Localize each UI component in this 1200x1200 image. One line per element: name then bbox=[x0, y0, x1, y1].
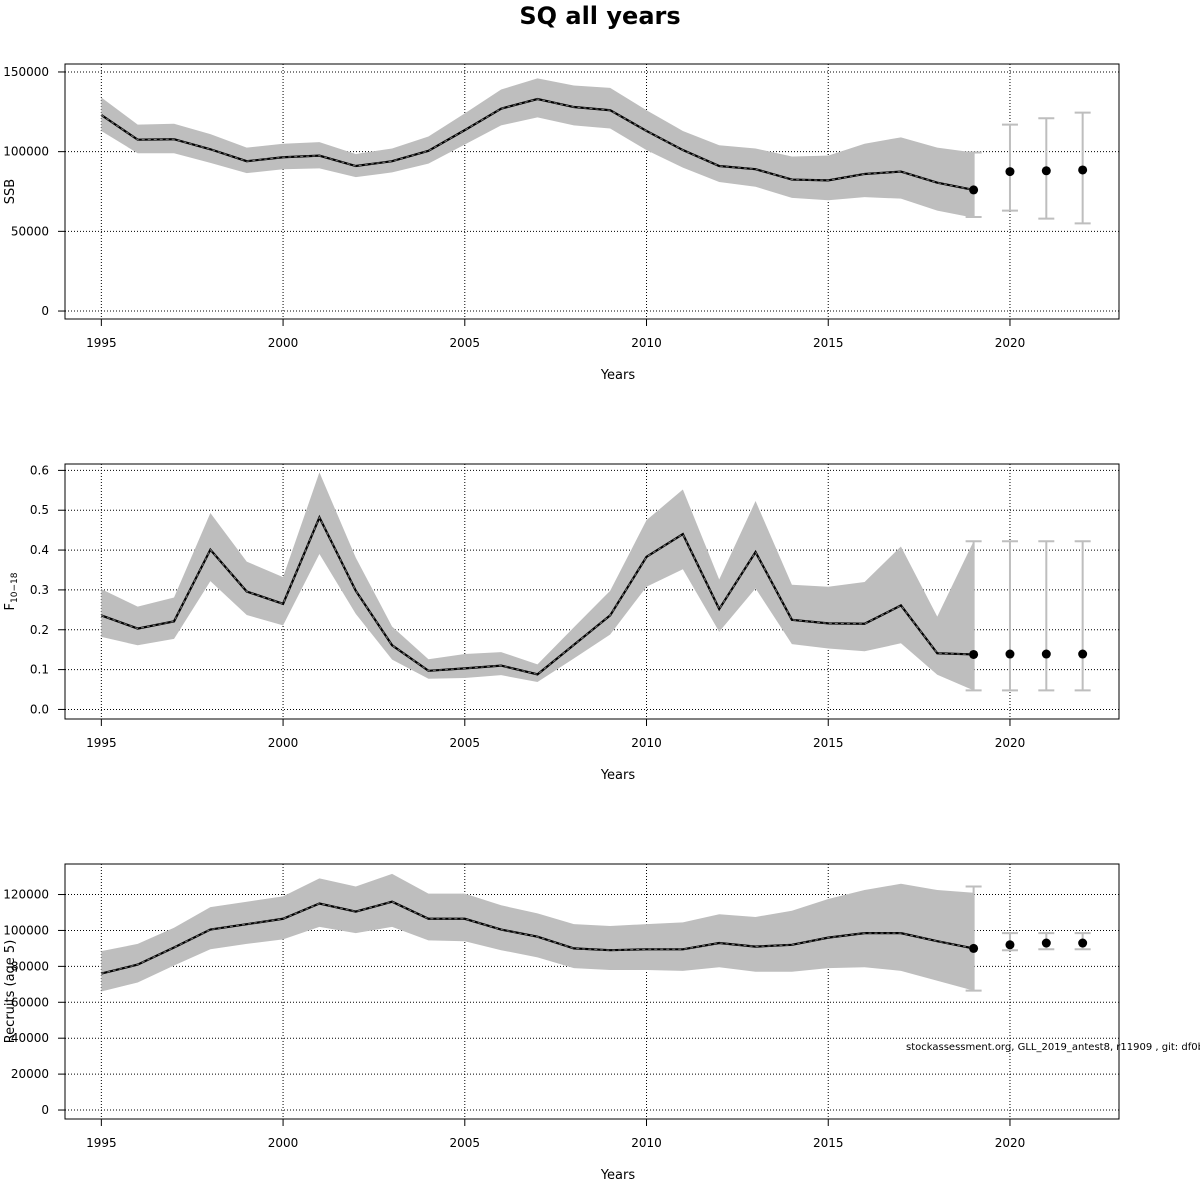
y-tick-label: 0.0 bbox=[30, 702, 49, 716]
forecast-point bbox=[1005, 167, 1015, 177]
y-axis-label-subscript: 10−18 bbox=[10, 572, 20, 603]
credit-text: stockassessment.org, GLL_2019_antest8, r… bbox=[906, 1042, 1200, 1053]
x-tick-label: 2020 bbox=[995, 736, 1026, 750]
y-tick-label: 0.4 bbox=[30, 543, 49, 557]
forecast-point bbox=[1041, 938, 1051, 948]
x-tick-label: 2020 bbox=[995, 1136, 1026, 1150]
panel-2: 1995 2000 2005 2010 2015 2020 0.0 0.1 0.2 0.3 0.4 0… bbox=[3, 463, 1120, 783]
plot-frame bbox=[64, 463, 1120, 720]
x-tick-label: 2015 bbox=[813, 336, 844, 350]
x-tick-label: 2005 bbox=[450, 736, 481, 750]
y-tick-label: 0.6 bbox=[30, 463, 49, 477]
y-tick-label: 150000 bbox=[3, 65, 49, 79]
y-axis-label: SSB bbox=[3, 179, 18, 204]
x-tick-label: 1995 bbox=[86, 736, 117, 750]
x-tick-label: 1995 bbox=[86, 1136, 117, 1150]
forecast-point bbox=[969, 185, 979, 195]
x-tick-label: 2010 bbox=[631, 736, 662, 750]
y-tick-label: 0.3 bbox=[30, 583, 49, 597]
y-tick-label: 60000 bbox=[11, 995, 49, 1009]
y-axis-label: F10−18 bbox=[3, 572, 20, 610]
plot-frame bbox=[64, 63, 1120, 320]
forecast-point bbox=[969, 649, 979, 659]
forecast-point bbox=[1005, 940, 1015, 950]
confidence-band bbox=[101, 78, 974, 218]
forecast-point bbox=[1078, 938, 1088, 948]
x-tick-label: 1995 bbox=[86, 336, 117, 350]
forecast-point bbox=[1078, 649, 1088, 659]
y-tick-label: 0.2 bbox=[30, 623, 49, 637]
y-tick-label: 100000 bbox=[3, 923, 49, 937]
y-tick-label: 120000 bbox=[3, 888, 49, 902]
x-tick-label: 2005 bbox=[450, 1136, 481, 1150]
y-tick-label: 100000 bbox=[3, 145, 49, 159]
y-tick-label: 20000 bbox=[11, 1067, 49, 1081]
x-axis-label: Years bbox=[600, 368, 636, 383]
y-tick-label: 40000 bbox=[11, 1031, 49, 1045]
x-tick-label: 2000 bbox=[268, 1136, 299, 1150]
y-tick-label: 0.5 bbox=[30, 503, 49, 517]
panel-3: 1995 2000 2005 2010 2015 2020 0 20000 40000 60000… bbox=[3, 863, 1120, 1183]
estimate-line-dashes bbox=[101, 98, 974, 191]
panels: 1995 2000 2005 2010 2015 2020 0 50000 100000 1500… bbox=[3, 63, 1120, 1183]
y-tick-label: 0 bbox=[41, 1103, 49, 1117]
x-axis-label: Years bbox=[600, 1168, 636, 1183]
forecast-point bbox=[1005, 649, 1015, 659]
x-tick-label: 2015 bbox=[813, 1136, 844, 1150]
x-tick-label: 2010 bbox=[631, 336, 662, 350]
x-tick-label: 2000 bbox=[268, 736, 299, 750]
y-axis-label: Recruits (age 5) bbox=[3, 940, 18, 1044]
y-tick-label: 0 bbox=[41, 304, 49, 318]
confidence-band bbox=[101, 472, 974, 691]
confidence-band bbox=[101, 873, 974, 992]
panel-1: 1995 2000 2005 2010 2015 2020 0 50000 100000 1500… bbox=[3, 63, 1120, 383]
plot-frame bbox=[64, 863, 1120, 1120]
x-axis-label: Years bbox=[600, 768, 636, 783]
y-tick-label: 0.1 bbox=[30, 663, 49, 677]
forecast-point bbox=[1041, 166, 1051, 176]
forecast-point bbox=[1078, 165, 1088, 175]
y-tick-label: 50000 bbox=[11, 224, 49, 238]
forecast-point bbox=[1041, 649, 1051, 659]
figure-title: SQ all years bbox=[519, 2, 680, 30]
x-tick-label: 2005 bbox=[450, 336, 481, 350]
estimate-line-dashes bbox=[101, 516, 974, 675]
x-tick-label: 2000 bbox=[268, 336, 299, 350]
x-tick-label: 2015 bbox=[813, 736, 844, 750]
x-tick-label: 2020 bbox=[995, 336, 1026, 350]
x-tick-label: 2010 bbox=[631, 1136, 662, 1150]
estimate-line-dashes bbox=[101, 901, 974, 975]
forecast-point bbox=[969, 943, 979, 953]
y-tick-label: 80000 bbox=[11, 959, 49, 973]
